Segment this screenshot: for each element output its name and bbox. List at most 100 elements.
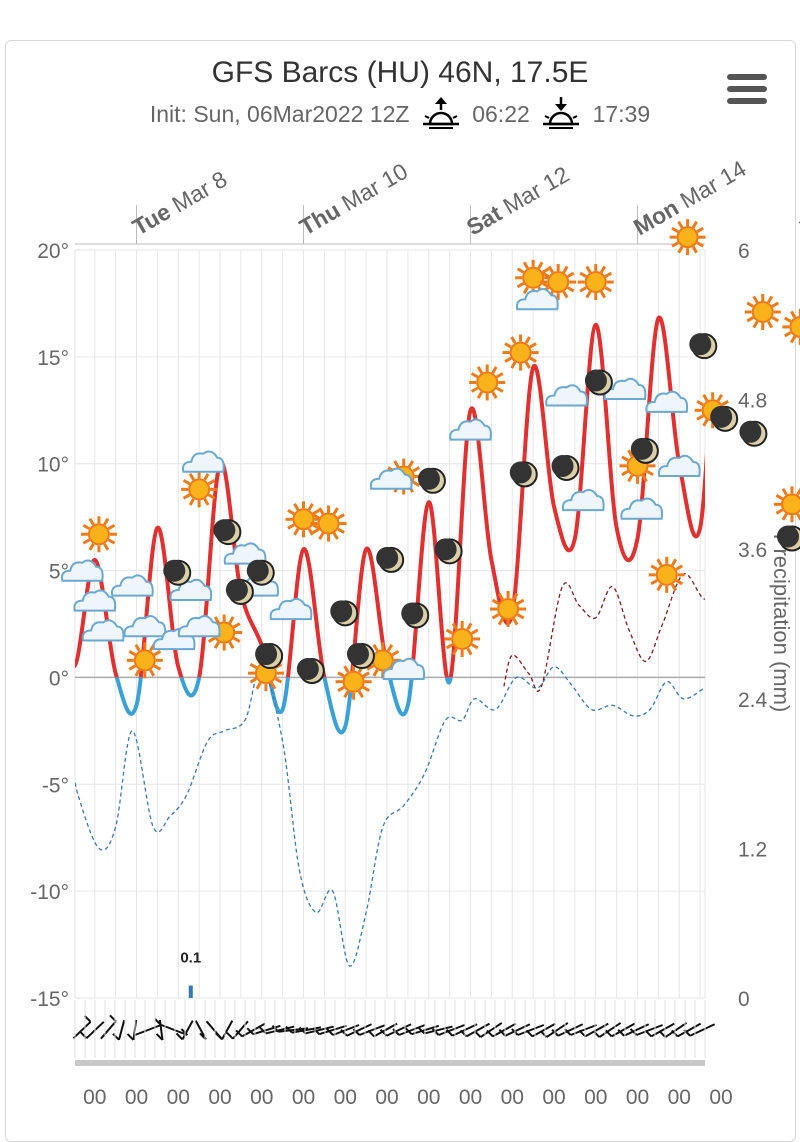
- sun-icon: [469, 364, 506, 401]
- cloud-icon: [81, 619, 125, 642]
- wind-barb-flag: [404, 1027, 413, 1035]
- sun-icon: [444, 620, 481, 657]
- wind-barb-flag: [155, 1033, 164, 1041]
- wind-barb-flag: [285, 1025, 293, 1034]
- moon-icon: [246, 559, 275, 586]
- wind-barb: [598, 1022, 622, 1038]
- temperature-line-positive: [75, 315, 705, 678]
- y-tick-label-right: 2.4: [738, 689, 768, 712]
- cloud-icon: [269, 597, 313, 621]
- hamburger-menu-icon[interactable]: [727, 74, 767, 106]
- cloud-icon: [123, 615, 167, 638]
- wind-barb: [398, 1024, 426, 1036]
- wind-barb: [181, 1020, 194, 1040]
- wind-barb-flag: [605, 1029, 613, 1038]
- init-label: Init: Sun, 06Mar2022 12Z: [149, 100, 410, 127]
- x-hour-label: 00: [250, 1086, 273, 1109]
- sun-icon: [335, 663, 372, 700]
- moon-icon: [417, 467, 446, 494]
- wind-barb: [386, 1023, 412, 1037]
- cloud-icon: [223, 542, 267, 565]
- x-hour-label: 00: [459, 1086, 482, 1109]
- wind-barb: [194, 1020, 207, 1040]
- moon-icon: [213, 519, 242, 546]
- moon-icon: [710, 405, 739, 432]
- sun-icon: [310, 505, 347, 542]
- moon-icon: [401, 602, 430, 629]
- wind-barb: [305, 1025, 334, 1035]
- wind-barb: [689, 1023, 716, 1037]
- wind-barb: [424, 1025, 453, 1035]
- wind-barb-flag: [431, 1028, 440, 1036]
- dewpoint-line: [75, 666, 705, 967]
- wind-barb: [677, 1022, 702, 1038]
- precipitation-accumulation-line: [503, 573, 705, 692]
- x-hour-label: 00: [584, 1086, 607, 1109]
- sun-icon: [744, 293, 781, 330]
- moon-icon: [225, 578, 254, 605]
- precipitation-bar-label: 0.1: [180, 950, 201, 967]
- wind-barb-flag: [617, 1029, 625, 1037]
- moon-icon: [509, 461, 538, 488]
- wind-barb: [611, 1022, 636, 1038]
- wind-barb-flag: [312, 1027, 320, 1035]
- moon-icon: [434, 538, 463, 565]
- y-tick-label-left: -15°: [30, 988, 69, 1011]
- moon-icon: [739, 420, 768, 447]
- y-tick-label-left: 0°: [49, 667, 69, 690]
- cloud-icon: [181, 450, 225, 473]
- x-hour-label: 00: [417, 1086, 440, 1109]
- sun-icon: [80, 516, 117, 553]
- wind-barb: [466, 1022, 490, 1038]
- wind-barb: [532, 1022, 556, 1038]
- wind-barb-flag: [578, 1029, 587, 1038]
- x-hour-label: 00: [709, 1086, 732, 1109]
- y-axis-title-right: Precipitation (mm): [769, 534, 794, 712]
- moon-icon: [296, 658, 325, 685]
- wind-barb: [265, 1025, 295, 1035]
- sunrise-icon: [422, 97, 459, 129]
- moon-icon: [584, 369, 613, 396]
- wind-barb: [318, 1024, 347, 1036]
- wind-barb-flag: [367, 1029, 375, 1038]
- sun-icon: [502, 334, 539, 371]
- wind-barb-flag: [525, 1029, 534, 1038]
- y-tick-label-left: -10°: [30, 881, 69, 904]
- cloud-icon: [449, 418, 492, 441]
- wind-barb-flag: [417, 1026, 426, 1035]
- y-tick-label-left: -5°: [42, 774, 69, 797]
- wind-barb-flag: [592, 1030, 601, 1038]
- meteogram-chart: 20°15°10°5°0°-5°-10°-15°64.83.62.41.20Pr…: [30, 155, 800, 1109]
- cloud-icon: [382, 657, 426, 681]
- wind-barb-flag: [644, 1029, 653, 1038]
- y-tick-label-right: 3.6: [738, 539, 767, 562]
- wind-barb-flag: [126, 1033, 135, 1041]
- wind-barb-flag: [473, 1030, 482, 1038]
- sun-icon: [490, 591, 527, 628]
- wind-barb: [504, 1023, 531, 1037]
- x-hour-label: 00: [501, 1086, 524, 1109]
- x-hour-label: 00: [375, 1086, 398, 1109]
- y-tick-label-right: 6: [738, 240, 750, 263]
- wind-barb: [221, 1020, 234, 1040]
- cloud-icon: [561, 488, 605, 512]
- wind-barb-flag: [112, 1033, 120, 1041]
- wind-barb-flag: [459, 1029, 468, 1038]
- moon-icon: [630, 437, 659, 464]
- sunrise-time: 06:22: [472, 100, 530, 127]
- sunset-icon: [543, 97, 580, 129]
- wind-barb: [118, 1019, 126, 1041]
- x-hour-label: 00: [208, 1086, 231, 1109]
- y-tick-label-right: 4.8: [738, 390, 767, 413]
- x-hour-label: 00: [292, 1086, 315, 1109]
- wind-barb: [517, 1024, 545, 1036]
- wind-barb-flag: [486, 1029, 494, 1038]
- y-tick-label-right: 1.2: [738, 838, 767, 861]
- wind-barb: [438, 1024, 465, 1036]
- cloud-icon: [645, 390, 689, 413]
- sun-icon: [773, 486, 800, 523]
- day-label: Thu Mar 10: [295, 158, 412, 241]
- cloud-icon: [111, 574, 154, 597]
- x-hour-label: 00: [334, 1086, 357, 1109]
- x-hour-label: 00: [83, 1086, 106, 1109]
